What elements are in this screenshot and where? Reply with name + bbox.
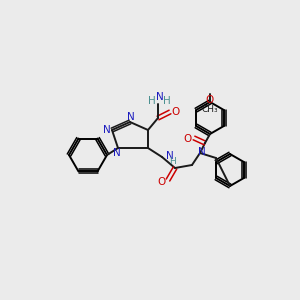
Text: N: N <box>103 125 111 135</box>
Text: N: N <box>156 92 164 102</box>
Text: O: O <box>206 95 214 105</box>
Text: O: O <box>184 134 192 144</box>
Text: N: N <box>198 147 206 157</box>
Text: H: H <box>163 96 171 106</box>
Text: O: O <box>172 107 180 117</box>
Text: N: N <box>113 148 121 158</box>
Text: H: H <box>169 158 176 166</box>
Text: H: H <box>148 96 156 106</box>
Text: CH₃: CH₃ <box>202 106 218 115</box>
Text: N: N <box>166 151 174 161</box>
Text: N: N <box>127 112 135 122</box>
Text: O: O <box>158 177 166 187</box>
